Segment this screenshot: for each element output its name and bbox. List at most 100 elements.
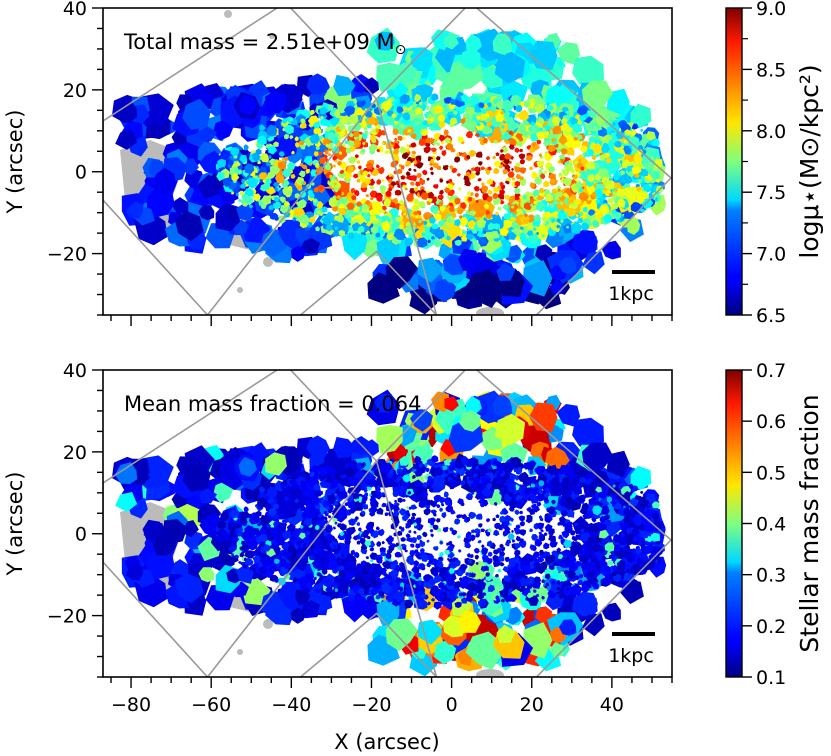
voronoi-cell <box>428 216 436 224</box>
voronoi-cell <box>534 467 539 473</box>
voronoi-cell <box>310 544 315 548</box>
voronoi-cell <box>499 227 509 237</box>
voronoi-cell <box>503 575 512 583</box>
voronoi-cell <box>248 204 254 209</box>
voronoi-cell <box>328 466 334 473</box>
voronoi-cell <box>281 519 286 523</box>
voronoi-cell <box>347 139 355 147</box>
voronoi-cell <box>356 540 361 545</box>
voronoi-cell <box>460 564 467 572</box>
voronoi-cell <box>334 588 339 593</box>
voronoi-cell <box>465 269 501 308</box>
voronoi-cell <box>354 189 360 197</box>
voronoi-cell <box>486 102 492 108</box>
voronoi-cell <box>551 478 560 488</box>
voronoi-cell <box>651 513 659 520</box>
voronoi-cell <box>588 497 596 505</box>
voronoi-cell <box>393 591 405 603</box>
voronoi-cell <box>338 151 342 155</box>
voronoi-cell <box>347 114 359 125</box>
voronoi-cell <box>431 455 439 463</box>
voronoi-cell <box>438 121 446 129</box>
voronoi-cell <box>357 210 363 216</box>
voronoi-cell <box>365 161 374 170</box>
bottom-y-axis-label: Y (arcsec) <box>3 472 27 577</box>
voronoi-cell <box>571 229 598 255</box>
voronoi-cell <box>443 491 449 498</box>
voronoi-cell <box>605 519 612 526</box>
voronoi-cell <box>114 100 138 122</box>
voronoi-cell <box>615 131 624 139</box>
voronoi-cell <box>414 228 426 240</box>
voronoi-cell <box>449 479 458 488</box>
voronoi-cell <box>544 573 551 580</box>
y-tick-label: 0 <box>75 162 87 184</box>
voronoi-cell <box>651 501 660 509</box>
voronoi-cell <box>518 557 523 562</box>
voronoi-cell <box>548 173 556 180</box>
voronoi-cell <box>571 221 583 234</box>
voronoi-cell <box>557 210 568 221</box>
voronoi-cell <box>439 507 443 512</box>
voronoi-cell <box>473 491 477 495</box>
voronoi-cell <box>619 547 624 552</box>
voronoi-cell <box>530 503 537 509</box>
voronoi-cell <box>530 486 540 496</box>
voronoi-cell <box>504 556 511 563</box>
voronoi-cell <box>305 530 311 536</box>
voronoi-cell <box>427 113 433 119</box>
voronoi-cell <box>431 589 437 596</box>
voronoi-cell <box>277 523 287 532</box>
voronoi-cell <box>413 187 419 192</box>
voronoi-cell <box>492 223 500 230</box>
voronoi-cell <box>428 125 434 131</box>
voronoi-cell <box>574 160 578 165</box>
voronoi-cell <box>495 475 505 485</box>
voronoi-cell <box>394 499 398 503</box>
voronoi-cell <box>266 486 278 499</box>
voronoi-cell <box>645 493 656 503</box>
voronoi-cell <box>408 529 412 534</box>
voronoi-cell <box>539 549 544 556</box>
voronoi-cell <box>333 549 339 555</box>
voronoi-cell <box>427 198 433 203</box>
voronoi-cell <box>645 131 656 141</box>
voronoi-cell <box>364 492 369 497</box>
voronoi-cell <box>432 571 439 577</box>
voronoi-cell <box>486 540 493 547</box>
voronoi-cell <box>585 160 595 170</box>
voronoi-cell <box>410 504 417 510</box>
voronoi-cell <box>551 218 556 223</box>
voronoi-cell <box>457 535 461 539</box>
voronoi-cell <box>241 545 246 551</box>
voronoi-cell <box>499 149 504 153</box>
voronoi-cell <box>439 205 446 212</box>
voronoi-cell <box>618 172 622 176</box>
voronoi-cell <box>559 201 564 206</box>
voronoi-cell <box>402 184 407 189</box>
voronoi-cell <box>303 156 313 165</box>
voronoi-cell <box>548 166 555 173</box>
voronoi-cell <box>527 576 536 585</box>
voronoi-cell <box>310 182 315 186</box>
voronoi-cell <box>623 571 635 582</box>
colorbar-tick-label: 7.5 <box>756 182 786 204</box>
voronoi-cell <box>394 189 402 196</box>
voronoi-cell <box>363 488 368 493</box>
voronoi-cell <box>279 204 289 214</box>
voronoi-cell <box>287 553 291 557</box>
voronoi-cell <box>237 169 243 175</box>
colorbar-tick-label: 9.0 <box>756 0 786 20</box>
voronoi-cell <box>517 109 529 121</box>
voronoi-cell <box>470 483 477 489</box>
voronoi-cell <box>331 220 339 226</box>
voronoi-cell <box>388 173 392 178</box>
voronoi-cell <box>476 513 483 520</box>
voronoi-cell <box>241 183 246 189</box>
voronoi-cell <box>244 188 254 197</box>
voronoi-cell <box>310 531 319 539</box>
voronoi-cell <box>441 149 447 157</box>
voronoi-cell <box>449 98 456 105</box>
voronoi-cell <box>402 498 406 502</box>
voronoi-cell <box>511 567 515 571</box>
